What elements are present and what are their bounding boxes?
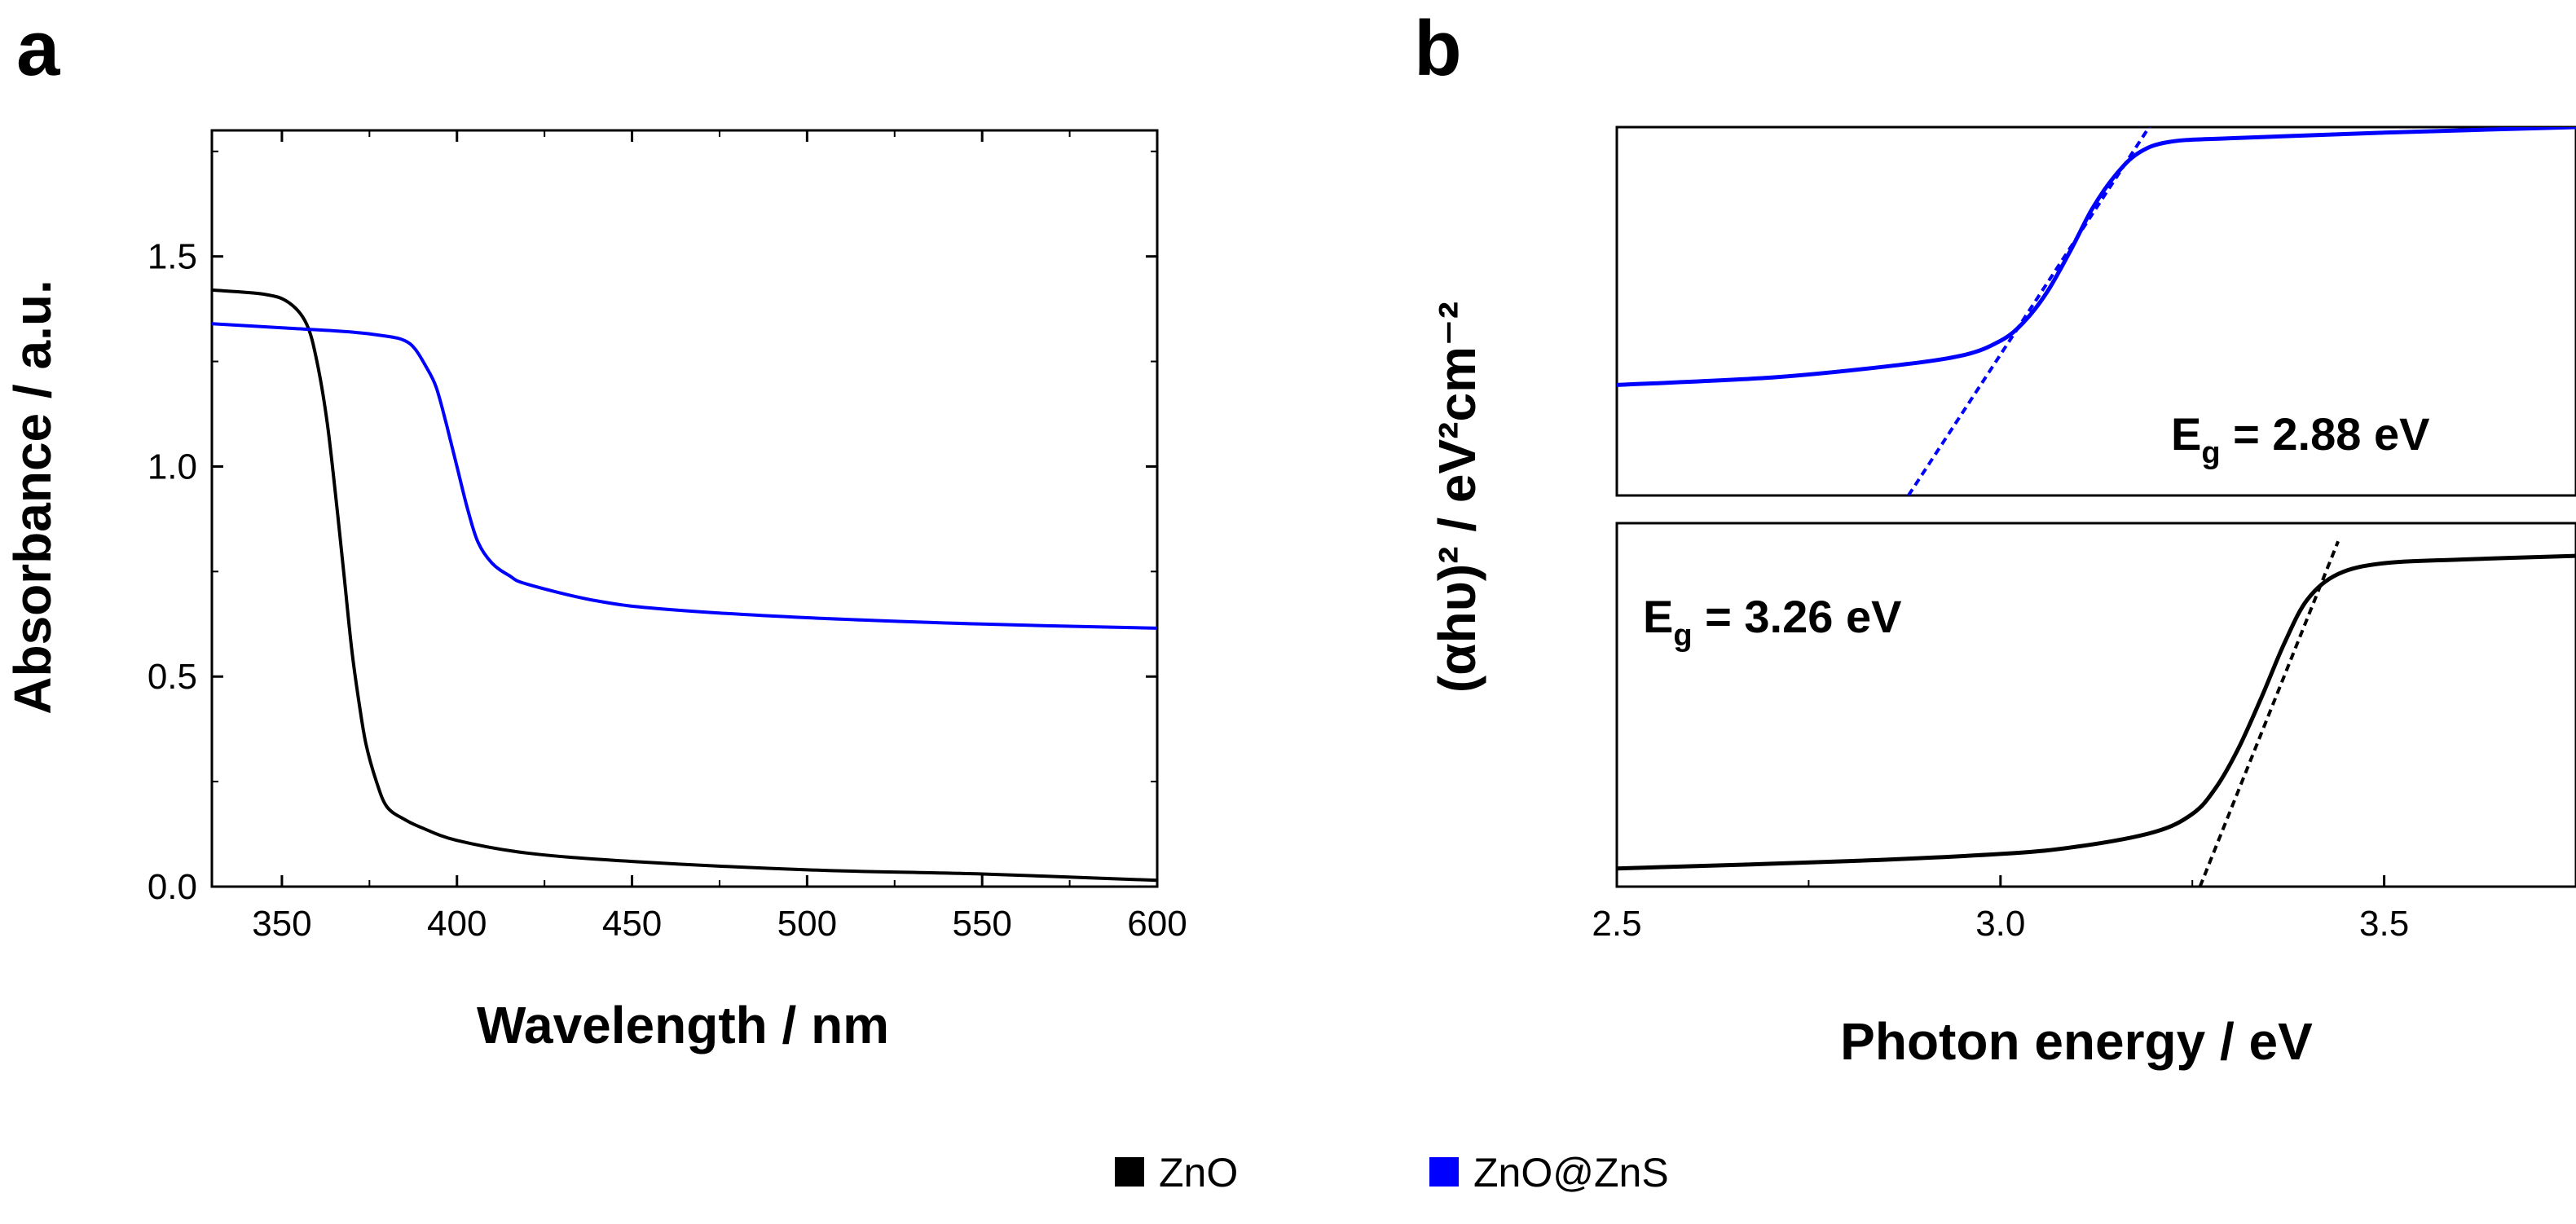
panel-a-ylabel: Absorbance / a.u. [3, 280, 62, 714]
panel-a-series-zno [211, 288, 1158, 883]
legend-swatch-znozns [1429, 1157, 1459, 1187]
legend-swatch-zno [1115, 1157, 1144, 1187]
legend-label-znozns: ZnO@ZnS [1473, 1150, 1669, 1195]
panel-b-top-frame [1615, 125, 2576, 497]
panel-a-ytick-label: 0.5 [148, 657, 197, 697]
panel-b-bottom-frame [1615, 522, 2576, 888]
panel-a-xtick-label: 400 [427, 904, 487, 944]
panel-b-xtick-label: 3.5 [2359, 904, 2409, 944]
panel-a-ytick-label: 0.0 [148, 867, 197, 907]
panel-b-top-tangent-line [1907, 127, 2151, 495]
panel-b-plot-area: 2.5 3.0 3.5 [1592, 125, 2576, 944]
panel-b-bottom-subplot [1615, 522, 2576, 888]
legend-label-zno: ZnO [1159, 1150, 1238, 1195]
panel-b-top-series-zno-zns [1617, 127, 2576, 387]
legend-item-zno: ZnO [1115, 1150, 1238, 1195]
panel-a-xlabel: Wavelength / nm [477, 996, 889, 1054]
panel-a-letter: a [16, 5, 60, 92]
panel-b-bottom-eg-annotation: Eg = 3.26 eV [1643, 591, 1901, 653]
panel-a-xtick-label: 550 [952, 904, 1011, 944]
panel-a: a Absorbance / a.u. Wavelength / nm 350 4… [3, 5, 1187, 1054]
panel-b-bottom-tangent-line [2198, 540, 2340, 887]
panel-a-ytick-label: 1.5 [148, 237, 197, 277]
panel-a-xtick-label: 600 [1127, 904, 1187, 944]
panel-a-xtick-label: 450 [602, 904, 662, 944]
panel-b-xtick-label: 2.5 [1592, 904, 1641, 944]
panel-b-xtick-label: 3.0 [1975, 904, 2025, 944]
panel-a-xtick-label: 350 [252, 904, 311, 944]
panel-a-series-zno-zns [211, 322, 1158, 630]
panel-b-letter: b [1414, 5, 1462, 92]
panel-a-plot-area: 350 400 450 500 550 600 0.0 0.5 1.0 1.5 [148, 129, 1187, 944]
legend: ZnO ZnO@ZnS [1115, 1150, 1669, 1195]
panel-b-xlabel: Photon energy / eV [1840, 1012, 2313, 1071]
panel-b-ylabel: (αhυ)² / eV²cm⁻² [1428, 302, 1486, 693]
legend-item-znozns: ZnO@ZnS [1429, 1150, 1669, 1195]
panel-a-ytick-label: 1.0 [148, 447, 197, 487]
panel-a-frame [210, 129, 1159, 888]
panel-b-bottom-series-zno [1617, 553, 2576, 871]
panel-b-top-eg-annotation: Eg = 2.88 eV [2171, 408, 2429, 470]
panel-b-top-subplot [1615, 125, 2576, 497]
panel-b: b (αhυ)² / eV²cm⁻² Photon energy / eV 2.… [1414, 5, 2576, 1071]
panel-a-xtick-label: 500 [777, 904, 837, 944]
